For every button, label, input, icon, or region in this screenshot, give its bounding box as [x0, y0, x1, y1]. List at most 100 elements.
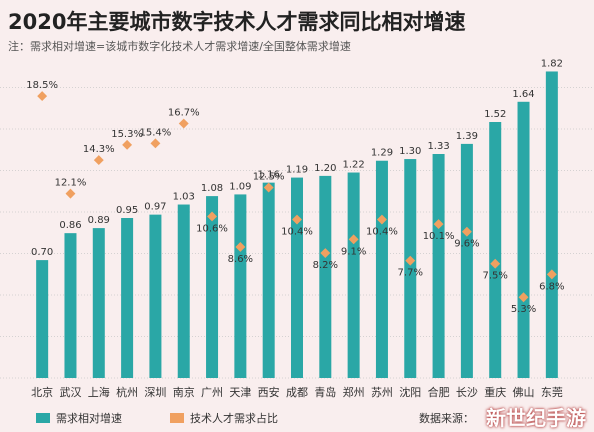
x-tick-label: 南京	[173, 385, 195, 399]
bar	[404, 159, 417, 378]
point-value-label: 8.2%	[313, 260, 338, 271]
bar	[36, 260, 49, 378]
x-tick-label: 合肥	[428, 385, 450, 399]
bar-value-label: 0.86	[59, 220, 81, 231]
x-tick-label: 佛山	[513, 386, 535, 399]
bar	[92, 228, 105, 378]
point-value-label: 10.4%	[366, 227, 398, 238]
legend-item-bar: 需求相对增速	[36, 410, 122, 426]
point-marker	[65, 188, 76, 199]
bar-value-label: 1.52	[484, 109, 506, 120]
bar	[460, 143, 473, 378]
point-marker	[207, 211, 218, 222]
bar	[517, 101, 530, 378]
point-value-label: 10.4%	[281, 227, 313, 238]
legend-swatch-point	[170, 413, 184, 423]
x-tick-label: 上海	[88, 385, 110, 399]
bar-value-label: 1.33	[427, 141, 449, 152]
bar	[545, 71, 558, 378]
point-value-label: 15.3%	[111, 129, 143, 140]
bar-value-label: 1.22	[342, 160, 364, 171]
bar	[375, 160, 388, 378]
watermark-text: 新世纪手游	[486, 406, 586, 430]
point-value-label: 16.7%	[168, 108, 200, 119]
point-marker	[235, 242, 246, 252]
point-value-label: 18.5%	[26, 80, 58, 91]
point-value-label: 9.1%	[341, 246, 366, 257]
bar	[319, 175, 332, 378]
bar-value-label: 0.97	[144, 202, 166, 213]
x-tick-label: 武汉	[59, 386, 81, 399]
point-value-label: 8.6%	[228, 254, 253, 265]
bar-value-label: 0.89	[88, 215, 110, 226]
chart-title: 2020年主要城市数字技术人才需求同比相对增速	[8, 10, 466, 34]
point-marker	[461, 226, 472, 237]
point-marker	[376, 214, 387, 225]
point-value-label: 15.4%	[140, 127, 172, 138]
point-marker	[546, 269, 557, 280]
bar	[262, 182, 275, 378]
chart-legend: 需求相对增速 技术人才需求占比	[36, 410, 326, 426]
point-marker	[292, 214, 302, 225]
point-marker	[433, 219, 444, 230]
x-tick-label: 东莞	[541, 386, 563, 399]
bar-value-label: 0.70	[31, 247, 53, 258]
x-tick-label: 西安	[258, 385, 280, 399]
bar-value-label: 1.30	[399, 146, 421, 157]
x-tick-label: 青岛	[314, 385, 336, 399]
x-tick-label: 沈阳	[399, 385, 421, 399]
data-source: 数据来源：	[419, 412, 474, 425]
x-tick-label: 北京	[31, 385, 53, 399]
point-value-label: 12.5%	[253, 172, 285, 183]
bar-value-label: 0.95	[116, 205, 138, 216]
point-marker	[122, 139, 133, 150]
x-tick-label: 深圳	[144, 386, 166, 399]
point-marker	[518, 292, 529, 303]
x-tick-label: 成都	[286, 386, 308, 399]
bar-value-label: 1.03	[173, 192, 195, 203]
bar	[177, 204, 190, 378]
bar	[234, 194, 247, 378]
legend-label-point: 技术人才需求占比	[190, 412, 278, 425]
legend-label-bar: 需求相对增速	[56, 412, 122, 425]
bar	[121, 218, 134, 378]
bar-value-label: 1.82	[541, 58, 563, 69]
point-value-label: 7.5%	[483, 271, 508, 282]
point-value-label: 6.8%	[539, 281, 564, 292]
point-value-label: 9.6%	[454, 239, 479, 250]
x-tick-label: 杭州	[116, 385, 138, 399]
point-value-label: 10.1%	[423, 231, 455, 242]
bar-value-label: 1.09	[229, 181, 251, 192]
x-tick-label: 苏州	[371, 386, 393, 399]
point-marker	[405, 255, 416, 266]
bar	[206, 196, 219, 378]
point-value-label: 10.6%	[196, 223, 228, 234]
point-marker	[263, 182, 274, 193]
bar-value-label: 1.16	[258, 170, 280, 181]
bar	[64, 233, 77, 378]
point-value-label: 5.3%	[511, 304, 536, 315]
bar-value-label: 1.20	[314, 163, 336, 174]
point-value-label: 12.1%	[55, 178, 87, 189]
x-tick-label: 天津	[229, 386, 251, 399]
bar-value-label: 1.19	[286, 165, 308, 176]
point-value-label: 7.7%	[398, 268, 423, 279]
point-marker	[37, 91, 48, 102]
point-marker	[178, 118, 189, 129]
bar	[291, 177, 303, 378]
point-marker	[348, 234, 359, 245]
x-tick-label: 郑州	[343, 385, 365, 399]
point-value-label: 14.3%	[83, 144, 115, 155]
chart-note: 注：需求相对增速=该城市数字化技术人才需求增速/全国整体需求增速	[8, 40, 351, 53]
bar-value-label: 1.08	[201, 183, 223, 194]
bar	[489, 122, 502, 378]
point-marker	[93, 155, 104, 166]
point-marker	[490, 258, 501, 269]
x-tick-label: 长沙	[456, 386, 478, 399]
x-tick-label: 广州	[201, 386, 223, 399]
point-marker	[150, 138, 161, 149]
legend-swatch-bar	[36, 413, 50, 423]
bar-value-label: 1.64	[512, 89, 534, 100]
bar	[149, 214, 162, 378]
